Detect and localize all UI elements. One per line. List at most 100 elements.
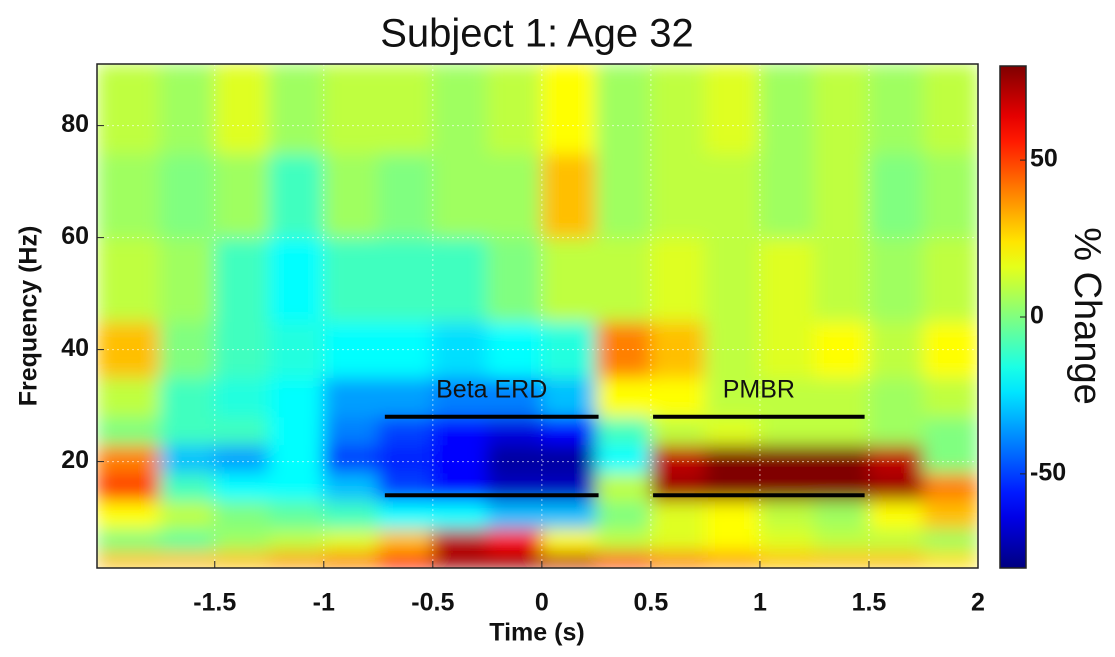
heatmap-cell — [868, 64, 924, 155]
heatmap-cell — [268, 153, 325, 239]
heatmap-cell — [268, 528, 325, 552]
heatmap-cell — [214, 444, 270, 474]
heatmap-cell — [97, 64, 161, 155]
heatmap-cell — [595, 377, 652, 418]
y-tick-label: 60 — [61, 222, 89, 250]
heatmap-cell — [377, 153, 434, 239]
heatmap-cell — [159, 550, 216, 568]
heatmap-cell — [268, 416, 325, 446]
heatmap-cell — [595, 416, 652, 446]
heatmap-cell — [432, 237, 488, 323]
plot-frame — [96, 63, 979, 569]
heatmap-cell — [595, 472, 652, 502]
heatmap-cell — [704, 237, 761, 323]
heatmap — [97, 64, 978, 568]
heatmap-cell — [813, 416, 870, 446]
heatmap-cell — [268, 472, 325, 502]
heatmap-cell — [704, 528, 761, 552]
heatmap-cell — [323, 377, 379, 418]
colorbar-tick-label: 50 — [1030, 145, 1058, 173]
x-tick-label: 1 — [753, 589, 767, 617]
heatmap-cell — [97, 500, 161, 530]
heatmap-cell — [432, 550, 488, 568]
heatmap-cell — [922, 500, 978, 530]
heatmap-cell — [323, 416, 379, 446]
x-tick-label: -1.5 — [193, 589, 236, 617]
heatmap-cell — [159, 472, 216, 502]
heatmap-cell — [486, 528, 543, 552]
heatmap-cell — [541, 550, 597, 568]
heatmap-cell — [541, 237, 597, 323]
heatmap-cell — [486, 64, 543, 155]
heatmap-cell — [650, 528, 706, 552]
heatmap-cell — [432, 377, 488, 418]
heatmap-cell — [922, 416, 978, 446]
heatmap-cell — [214, 416, 270, 446]
y-tick-label: 80 — [61, 110, 89, 138]
heatmap-cell — [813, 444, 870, 474]
heatmap-cell — [704, 550, 761, 568]
heatmap-cell — [377, 550, 434, 568]
heatmap-cell — [922, 321, 978, 379]
heatmap-cell — [922, 377, 978, 418]
heatmap-cell — [922, 472, 978, 502]
heatmap-cell — [868, 153, 924, 239]
heatmap-cell — [486, 500, 543, 530]
heatmap-cell — [377, 500, 434, 530]
heatmap-cell — [759, 153, 815, 239]
heatmap-cell — [214, 472, 270, 502]
heatmap-cell — [650, 153, 706, 239]
heatmap-cell — [922, 528, 978, 552]
heatmap-cell — [868, 500, 924, 530]
heatmap-cell — [97, 377, 161, 418]
heatmap-cell — [650, 416, 706, 446]
heatmap-cell — [595, 444, 652, 474]
heatmap-cell — [868, 444, 924, 474]
heatmap-cell — [214, 64, 270, 155]
heatmap-cell — [486, 550, 543, 568]
heatmap-cell — [432, 500, 488, 530]
heatmap-cell — [595, 500, 652, 530]
heatmap-cell — [214, 237, 270, 323]
y-tick-label: 20 — [61, 446, 89, 474]
heatmap-cell — [486, 237, 543, 323]
band-label: Beta ERD — [436, 375, 547, 403]
heatmap-cell — [650, 64, 706, 155]
heatmap-cell — [868, 528, 924, 552]
heatmap-cell — [159, 153, 216, 239]
heatmap-cell — [486, 321, 543, 379]
heatmap-cell — [595, 153, 652, 239]
heatmap-cell — [97, 237, 161, 323]
heatmap-cell — [650, 444, 706, 474]
heatmap-cell — [813, 153, 870, 239]
heatmap-cell — [541, 64, 597, 155]
heatmap-cell — [97, 416, 161, 446]
heatmap-cell — [323, 153, 379, 239]
heatmap-cell — [704, 500, 761, 530]
heatmap-cell — [432, 64, 488, 155]
y-tick-label: 40 — [61, 334, 89, 362]
heatmap-cell — [813, 550, 870, 568]
heatmap-cell — [268, 377, 325, 418]
heatmap-cell — [541, 500, 597, 530]
heatmap-cell — [323, 237, 379, 323]
heatmap-cell — [97, 153, 161, 239]
heatmap-cell — [323, 500, 379, 530]
heatmap-cell — [268, 64, 325, 155]
heatmap-cell — [759, 444, 815, 474]
heatmap-cell — [704, 377, 761, 418]
colorbar-tick-label: 0 — [1030, 302, 1044, 330]
x-tick-label: 1.5 — [852, 589, 887, 617]
heatmap-cell — [432, 528, 488, 552]
y-axis-label: Frequency (Hz) — [15, 226, 43, 407]
x-tick-label: -0.5 — [411, 589, 454, 617]
heatmap-cell — [759, 64, 815, 155]
heatmap-cell — [97, 444, 161, 474]
heatmap-cell — [813, 377, 870, 418]
heatmap-cell — [922, 237, 978, 323]
heatmap-cell — [650, 237, 706, 323]
x-tick-label: 0 — [535, 589, 549, 617]
heatmap-cell — [432, 321, 488, 379]
heatmap-cell — [323, 528, 379, 552]
colorbar-tick-label: -50 — [1030, 458, 1066, 486]
